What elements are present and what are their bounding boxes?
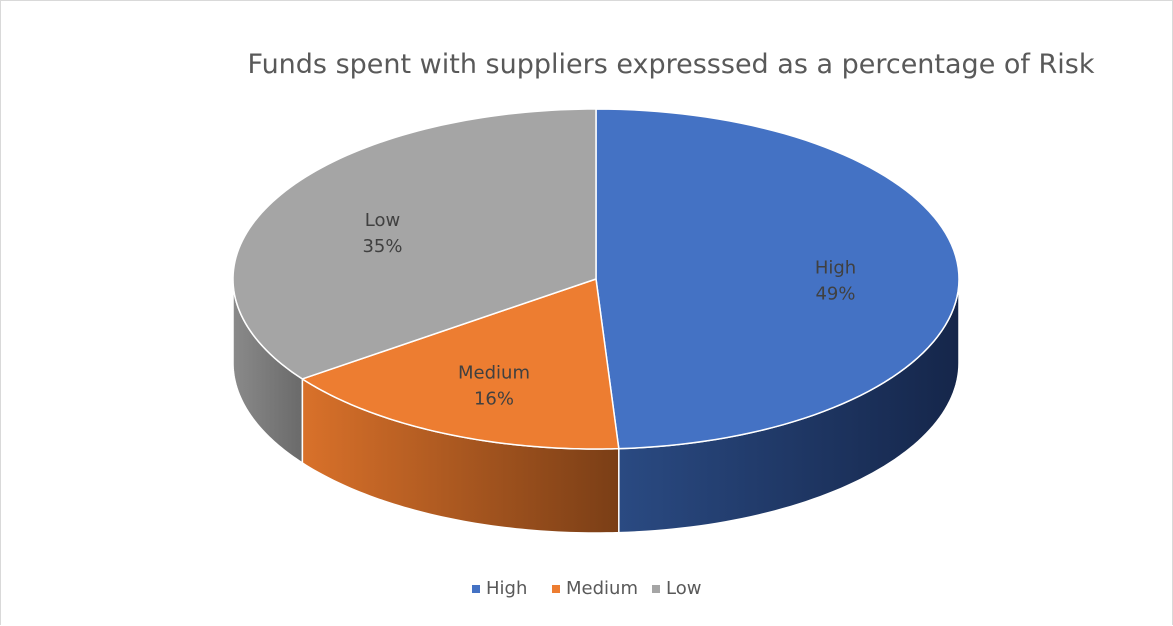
pie-tops — [232, 108, 960, 450]
data-label-category-low: Low — [365, 210, 400, 231]
data-label-category-high: High — [815, 258, 856, 279]
pie-sides — [232, 278, 960, 534]
data-label-percent-medium: 16% — [474, 389, 514, 410]
pie-slice-low — [232, 108, 597, 380]
data-label-percent-high: 49% — [815, 284, 855, 305]
data-label-category-medium: Medium — [458, 363, 530, 384]
pie-slice-medium — [301, 278, 620, 450]
legend-label-high: High — [486, 578, 527, 599]
pie-labels: High 49% Medium 16% Low 35% — [362, 210, 856, 409]
chart-title: Funds spent with suppliers expresssed as… — [248, 49, 1095, 80]
legend: High Medium Low — [472, 578, 701, 599]
legend-label-low: Low — [666, 578, 701, 599]
legend-swatch-high — [472, 585, 480, 593]
legend-swatch-medium — [552, 585, 560, 593]
legend-label-medium: Medium — [566, 578, 638, 599]
legend-swatch-low — [652, 585, 660, 593]
pie-slice-high — [595, 108, 960, 450]
data-label-percent-low: 35% — [362, 236, 402, 257]
